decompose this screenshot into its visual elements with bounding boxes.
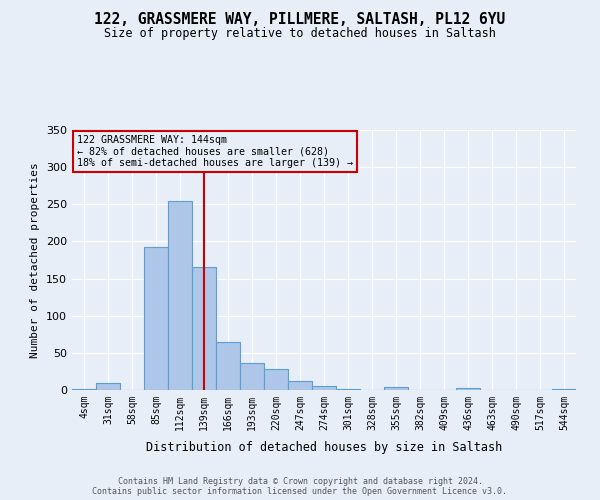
Text: Distribution of detached houses by size in Saltash: Distribution of detached houses by size … xyxy=(146,441,502,454)
Bar xyxy=(168,200,192,390)
Text: 122 GRASSMERE WAY: 144sqm
← 82% of detached houses are smaller (628)
18% of semi: 122 GRASSMERE WAY: 144sqm ← 82% of detac… xyxy=(77,135,353,168)
Text: 122, GRASSMERE WAY, PILLMERE, SALTASH, PL12 6YU: 122, GRASSMERE WAY, PILLMERE, SALTASH, P… xyxy=(94,12,506,28)
Bar xyxy=(216,342,240,390)
Bar xyxy=(96,382,120,390)
Bar xyxy=(240,362,264,390)
Bar xyxy=(72,388,96,390)
Bar xyxy=(336,388,360,390)
Text: Contains HM Land Registry data © Crown copyright and database right 2024.: Contains HM Land Registry data © Crown c… xyxy=(118,476,482,486)
Bar xyxy=(552,388,576,390)
Bar xyxy=(312,386,336,390)
Bar xyxy=(144,248,168,390)
Bar xyxy=(384,387,408,390)
Text: Size of property relative to detached houses in Saltash: Size of property relative to detached ho… xyxy=(104,28,496,40)
Bar xyxy=(456,388,480,390)
Bar xyxy=(264,369,288,390)
Bar xyxy=(192,268,216,390)
Text: Contains public sector information licensed under the Open Government Licence v3: Contains public sector information licen… xyxy=(92,486,508,496)
Bar xyxy=(288,381,312,390)
Y-axis label: Number of detached properties: Number of detached properties xyxy=(31,162,40,358)
